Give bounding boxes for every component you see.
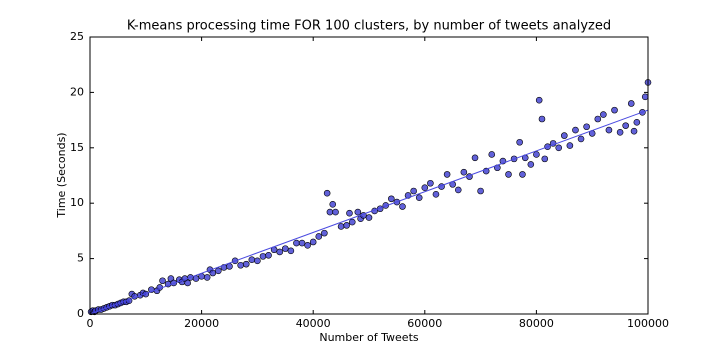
point <box>415 194 423 201</box>
point <box>281 245 289 252</box>
point <box>605 126 613 134</box>
point <box>159 277 166 285</box>
point <box>432 191 440 198</box>
point <box>323 189 331 197</box>
point <box>541 155 549 163</box>
point <box>388 195 395 203</box>
point <box>600 111 607 118</box>
y-axis-label: Time (Seconds) <box>55 132 68 218</box>
x-axis-label: Number of Tweets <box>319 331 419 344</box>
plot-frame <box>89 36 649 315</box>
point <box>555 144 563 152</box>
point <box>399 203 406 210</box>
point <box>454 186 462 194</box>
point <box>265 251 272 259</box>
point <box>633 119 641 126</box>
x-tick-label: 0 <box>87 317 94 330</box>
point <box>184 279 191 287</box>
point <box>332 208 339 216</box>
point <box>505 171 512 178</box>
point <box>572 126 579 134</box>
point <box>611 106 618 114</box>
point <box>519 171 526 178</box>
point <box>477 187 484 195</box>
point <box>348 218 356 226</box>
point <box>616 128 624 136</box>
point <box>577 135 585 143</box>
point <box>627 100 635 107</box>
point <box>622 122 629 129</box>
point <box>560 132 568 139</box>
point <box>287 247 295 255</box>
point <box>259 253 267 260</box>
point <box>293 239 300 247</box>
point <box>421 184 429 191</box>
point <box>630 127 638 135</box>
x-tick-label: 80000 <box>519 317 554 330</box>
point <box>427 179 434 187</box>
point <box>471 154 479 162</box>
x-tick-label: 60000 <box>407 317 442 330</box>
point <box>527 161 535 168</box>
point <box>203 274 211 281</box>
point <box>488 151 496 158</box>
point <box>237 261 244 269</box>
point <box>566 142 574 149</box>
point <box>354 208 362 216</box>
point <box>365 214 373 221</box>
point <box>254 257 261 265</box>
point <box>346 209 353 217</box>
point <box>443 171 451 178</box>
x-tick-label: 40000 <box>296 317 331 330</box>
point <box>326 208 334 216</box>
point <box>321 229 328 237</box>
point <box>337 223 345 230</box>
point <box>209 269 217 277</box>
point <box>410 187 417 195</box>
point <box>215 267 222 275</box>
point <box>641 93 649 101</box>
y-tick-label: 25 <box>70 30 84 43</box>
y-tick-label: 0 <box>77 307 84 320</box>
point <box>298 239 306 247</box>
trend-line <box>89 109 649 315</box>
point <box>460 168 468 176</box>
y-tick-label: 15 <box>70 141 84 154</box>
point <box>276 248 284 256</box>
y-tick-label: 10 <box>70 196 84 209</box>
point <box>315 233 323 240</box>
point <box>516 138 523 146</box>
x-tick-label: 20000 <box>184 317 219 330</box>
point <box>583 123 590 131</box>
point <box>538 115 546 123</box>
point <box>594 115 602 123</box>
x-tick-label: 100000 <box>627 317 669 330</box>
y-tick-label: 5 <box>77 252 84 265</box>
y-tick-label: 20 <box>70 85 84 98</box>
point <box>343 222 350 229</box>
point <box>533 151 540 158</box>
chart-title: K-means processing time FOR 100 clusters… <box>127 19 611 34</box>
point <box>242 260 250 268</box>
point <box>535 96 543 104</box>
point <box>329 201 337 208</box>
point <box>309 238 317 246</box>
point <box>304 242 311 249</box>
point <box>248 256 256 264</box>
